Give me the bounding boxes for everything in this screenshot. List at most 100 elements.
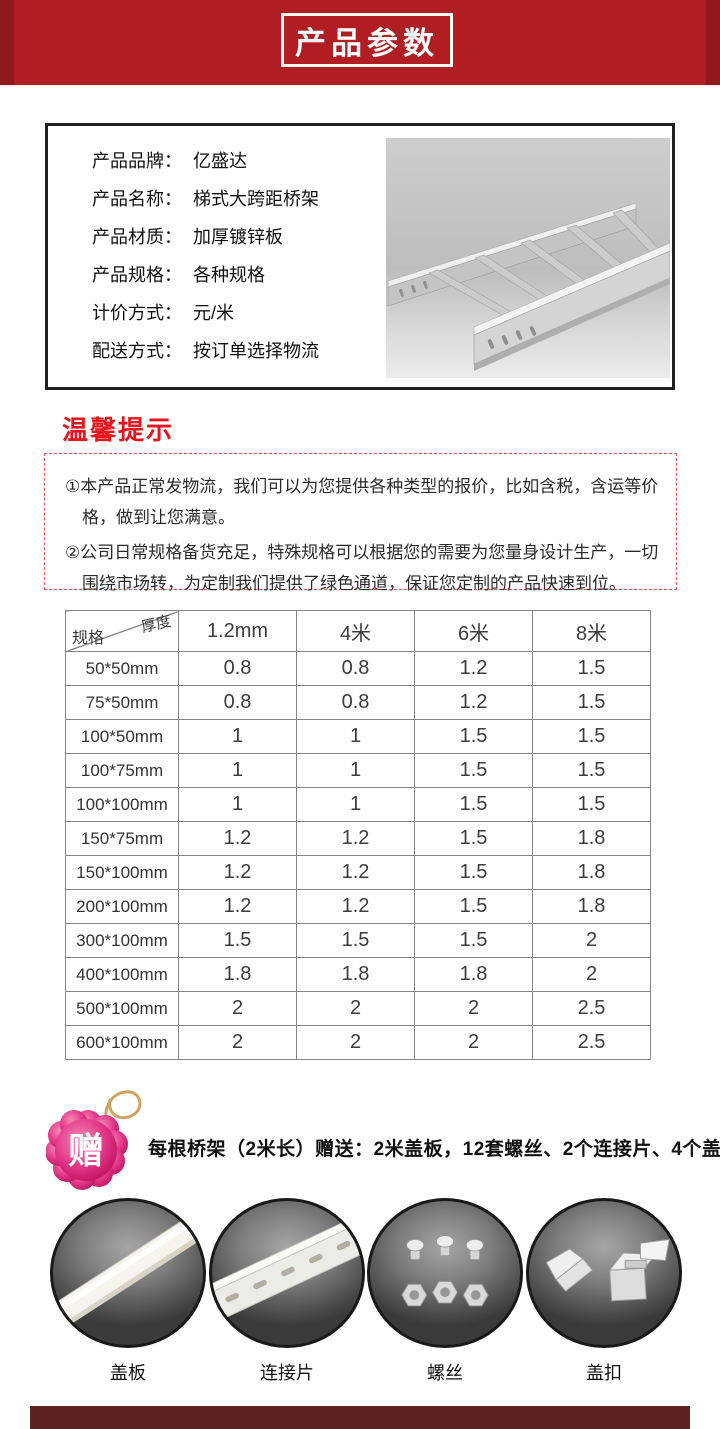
product-info-label: 产品品牌：	[92, 151, 182, 171]
value-cell: 1	[296, 719, 415, 754]
ladder-tray-illustration	[387, 202, 671, 371]
value-cell: 1.5	[296, 923, 415, 958]
value-cell: 1.8	[532, 889, 651, 924]
value-cell: 2	[414, 991, 533, 1026]
product-info-row: 产品名称： 梯式大跨距桥架	[92, 180, 319, 218]
screw-top-row	[406, 1235, 484, 1261]
product-info-row: 产品材质： 加厚镀锌板	[92, 218, 319, 256]
gift-flower: 赠	[45, 1110, 128, 1190]
product-info-value: 亿盛达	[193, 151, 248, 171]
banner-edge-left	[0, 0, 14, 85]
gift-badge-icon: 赠	[45, 1090, 142, 1190]
column-header-1: 1.2mm	[178, 610, 297, 652]
value-cell: 1.5	[532, 719, 651, 754]
value-cell: 2	[178, 1025, 297, 1060]
value-cell: 1	[296, 753, 415, 788]
corner-label-thickness: 厚度	[139, 612, 173, 637]
product-info-value: 梯式大跨距桥架	[193, 189, 320, 209]
gift-badge: 赠	[45, 1082, 158, 1194]
spec-table-row: 200*100mm 1.2 1.2 1.5 1.8	[65, 889, 651, 924]
value-cell: 1.2	[414, 685, 533, 720]
value-cell: 2	[296, 1025, 415, 1060]
product-info-value: 各种规格	[193, 265, 266, 285]
connector-photo	[209, 1198, 365, 1348]
spec-cell: 500*100mm	[65, 991, 179, 1026]
value-cell: 1.5	[414, 787, 533, 822]
spec-table-row: 500*100mm 2 2 2 2.5	[65, 991, 651, 1026]
gift-tag-string	[104, 1090, 142, 1128]
section-title-box: 产品参数	[281, 13, 453, 67]
value-cell: 1.8	[532, 821, 651, 856]
spec-cell: 150*75mm	[65, 821, 179, 856]
section-title: 产品参数	[295, 25, 439, 61]
value-cell: 1	[178, 719, 297, 754]
product-info-row: 计价方式： 元/米	[92, 294, 319, 332]
gift-item-label: 螺丝	[427, 1363, 463, 1383]
next-section-bar	[30, 1406, 690, 1429]
cover-plate-photo	[50, 1198, 206, 1348]
gift-item-connector: 连接片	[209, 1198, 365, 1385]
product-info-label: 配送方式：	[92, 341, 182, 361]
product-info-label: 产品名称：	[92, 189, 182, 209]
spec-table-row: 150*75mm 1.2 1.2 1.5 1.8	[65, 821, 651, 856]
spec-table-row: 100*75mm 1 1 1.5 1.5	[65, 753, 651, 788]
value-cell: 2.5	[532, 1025, 651, 1060]
value-cell: 1.8	[178, 957, 297, 992]
corner-label-spec: 规格	[72, 630, 105, 647]
value-cell: 1	[178, 753, 297, 788]
product-info-row: 产品规格： 各种规格	[92, 256, 319, 294]
spec-table-row: 50*50mm 0.8 0.8 1.2 1.5	[65, 651, 651, 686]
spec-table-row: 100*50mm 1 1 1.5 1.5	[65, 719, 651, 754]
tip-paragraph: ①本产品正常发物流，我们可以为您提供各种类型的报价，比如含税，含运等价格，做到让…	[65, 477, 659, 527]
gift-item-screws: 螺丝	[367, 1198, 523, 1385]
value-cell: 1.2	[296, 855, 415, 890]
product-info-label: 计价方式：	[92, 303, 182, 323]
spec-cell: 200*100mm	[65, 889, 179, 924]
tip-paragraph: ②公司日常规格备货充足，特殊规格可以根据您的需要为您量身设计生产，一切围绕市场转…	[65, 543, 659, 593]
gift-item-cover-clip: 盖扣	[526, 1198, 682, 1385]
product-info-list: 产品品牌： 亿盛达 产品名称： 梯式大跨距桥架 产品材质： 加厚镀锌板 产品规格…	[92, 142, 319, 370]
tips-heading: 温馨提示	[62, 415, 175, 445]
product-info-value: 按订单选择物流	[193, 341, 320, 361]
value-cell: 1.2	[178, 821, 297, 856]
gift-badge-character: 赠	[68, 1130, 104, 1171]
value-cell: 1.8	[296, 957, 415, 992]
value-cell: 1.2	[296, 889, 415, 924]
spec-table-row: 100*100mm 1 1 1.5 1.5	[65, 787, 651, 822]
value-cell: 0.8	[296, 685, 415, 720]
value-cell: 2	[296, 991, 415, 1026]
nut-bottom-row	[401, 1280, 489, 1307]
value-cell: 1.5	[532, 753, 651, 788]
spec-table-row: 300*100mm 1.5 1.5 1.5 2	[65, 923, 651, 958]
gift-item-cover-plate: 盖板	[50, 1198, 206, 1385]
value-cell: 1.5	[414, 923, 533, 958]
spec-table-row: 400*100mm 1.8 1.8 1.8 2	[65, 957, 651, 992]
spec-table: 厚度 规格 1.2mm 4米 6米 8米 50*50mm 0.8 0.8 1.2…	[65, 610, 651, 1060]
spec-cell: 400*100mm	[65, 957, 179, 992]
value-cell: 1.5	[532, 787, 651, 822]
value-cell: 1.2	[178, 855, 297, 890]
screws-photo	[367, 1198, 523, 1348]
product-info-value: 加厚镀锌板	[193, 227, 284, 247]
value-cell: 1	[178, 787, 297, 822]
product-info-value: 元/米	[193, 303, 235, 323]
column-header-3: 6米	[414, 610, 533, 652]
spec-cell: 100*75mm	[65, 753, 179, 788]
spec-table-row: 75*50mm 0.8 0.8 1.2 1.5	[65, 685, 651, 720]
value-cell: 1.5	[414, 753, 533, 788]
gift-items-row: 盖板	[0, 1198, 720, 1383]
tips-box: ①本产品正常发物流，我们可以为您提供各种类型的报价，比如含税，含运等价格，做到让…	[44, 453, 677, 593]
value-cell: 1.5	[532, 651, 651, 686]
spec-cell: 600*100mm	[65, 1025, 179, 1060]
gift-description: 每根桥架（2米长）赠送：2米盖板，12套螺丝、2个连接片、4个盖扣	[148, 1139, 720, 1160]
gift-item-label: 连接片	[260, 1363, 314, 1383]
product-info-row: 配送方式： 按订单选择物流	[92, 332, 319, 370]
value-cell: 1.2	[414, 651, 533, 686]
value-cell: 2	[178, 991, 297, 1026]
value-cell: 1.5	[414, 855, 533, 890]
spec-table-header-row: 厚度 规格 1.2mm 4米 6米 8米	[65, 610, 651, 652]
product-info-box: 产品品牌： 亿盛达 产品名称： 梯式大跨距桥架 产品材质： 加厚镀锌板 产品规格…	[45, 123, 675, 390]
product-info-label: 产品规格：	[92, 265, 182, 285]
value-cell: 1.5	[532, 685, 651, 720]
